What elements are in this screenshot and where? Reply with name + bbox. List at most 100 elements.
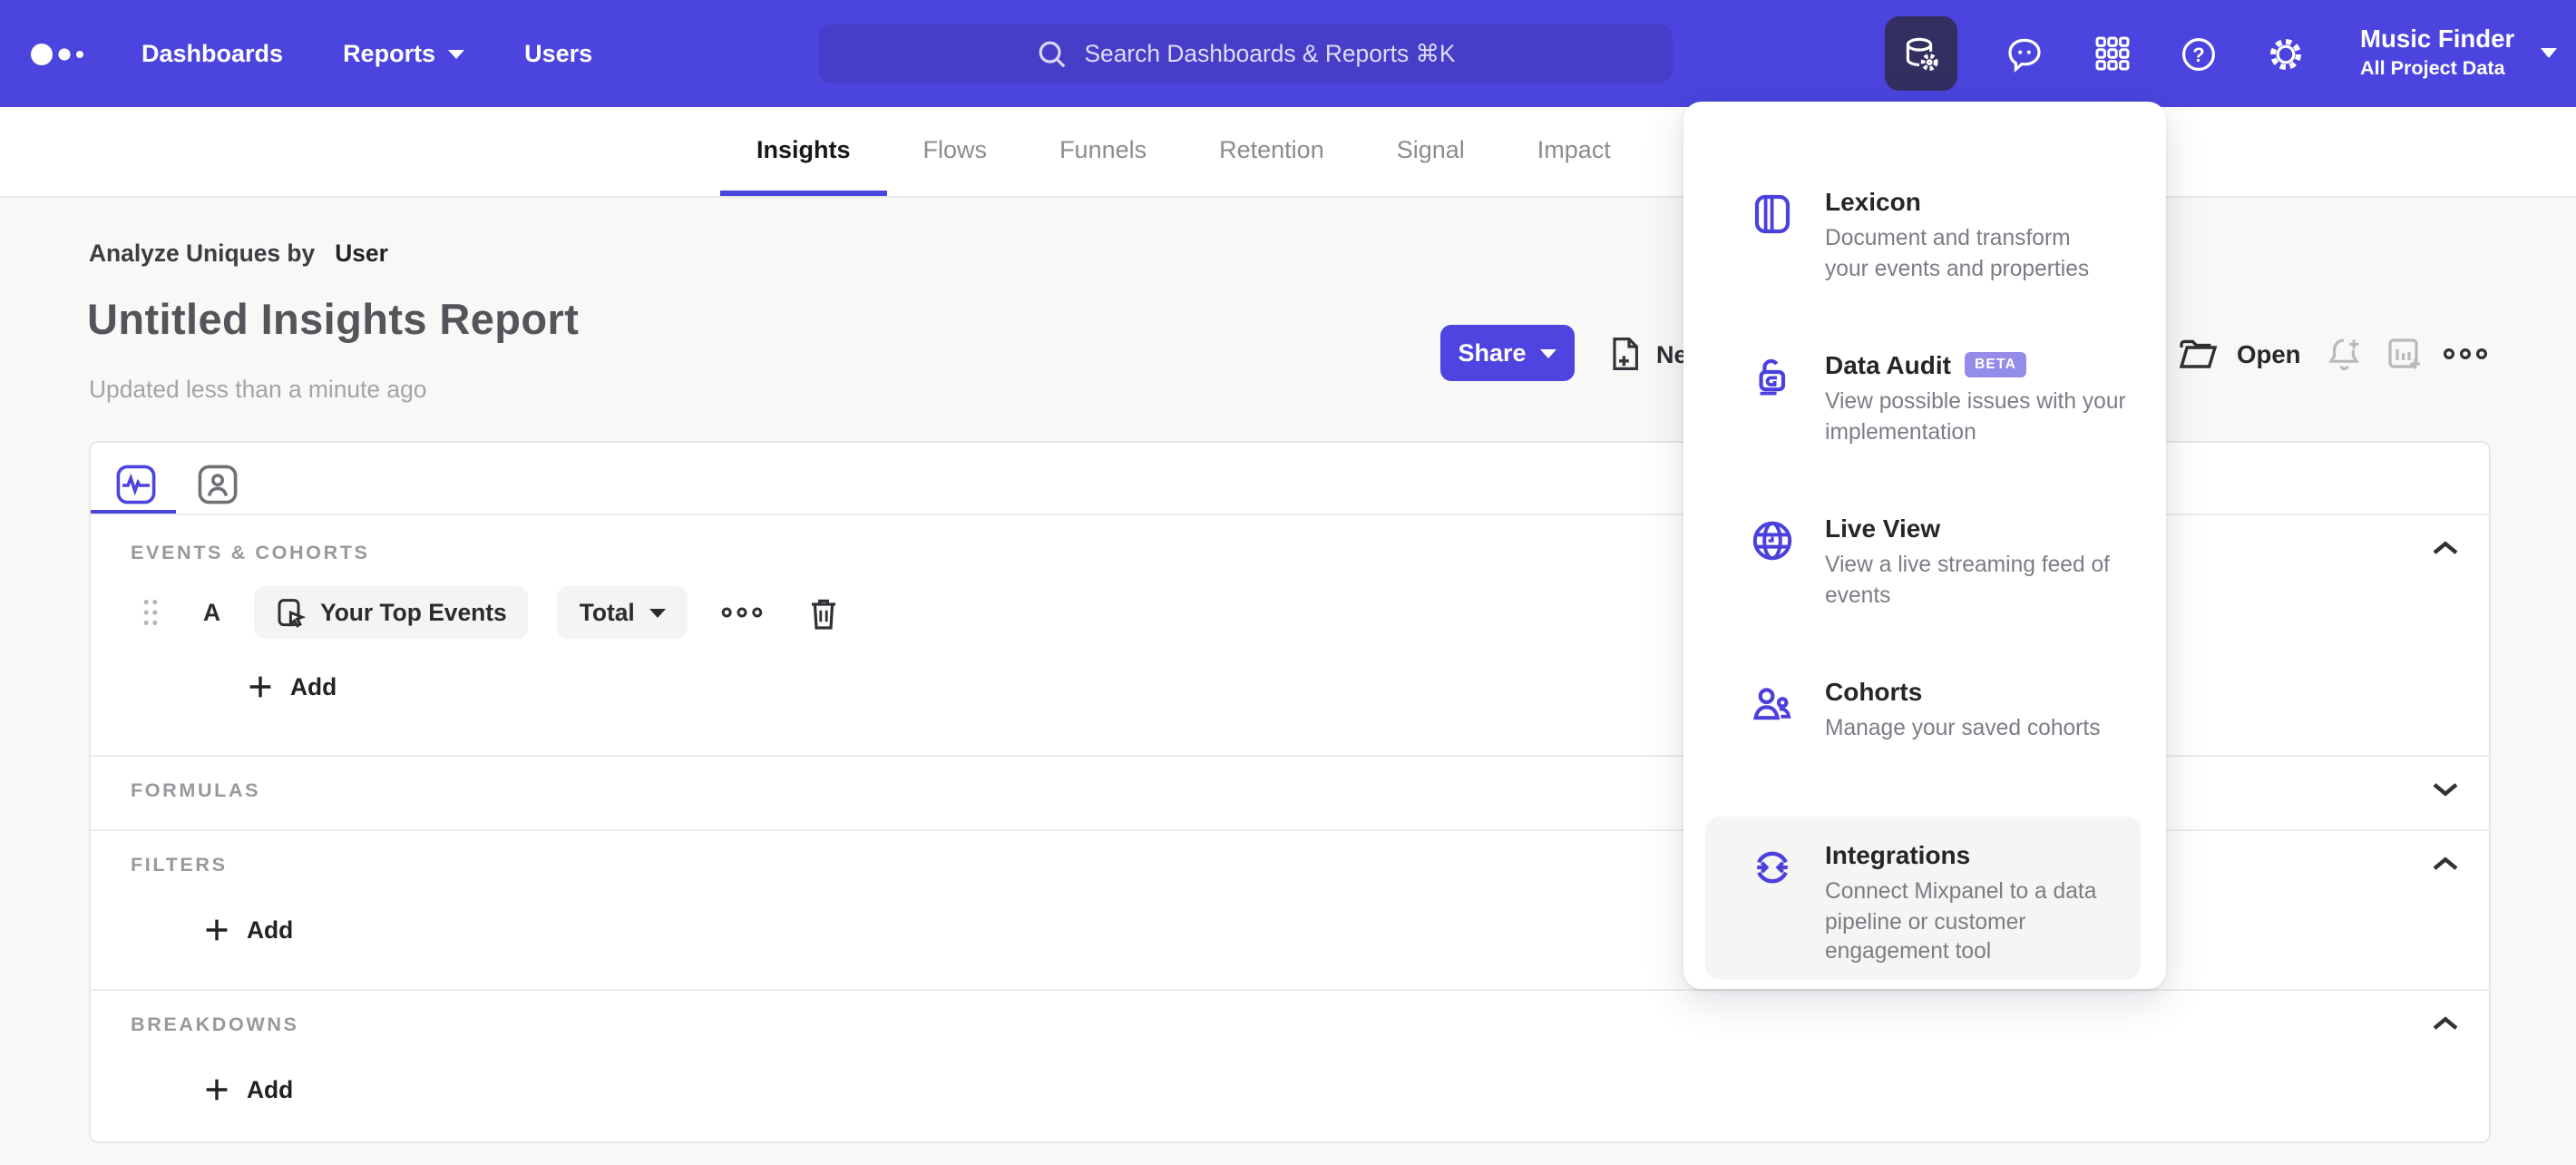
divider	[91, 989, 2489, 991]
pulse-chart-icon	[116, 465, 156, 504]
menu-item-live-view[interactable]: Live View View a live streaming feed of …	[1705, 490, 2141, 653]
share-button[interactable]: Share	[1440, 325, 1575, 381]
chevron-down-icon	[2433, 783, 2458, 797]
add-filter-button[interactable]: Add	[205, 916, 293, 944]
menu-item-desc: Manage your saved cohorts	[1825, 715, 2101, 740]
event-selector-chip[interactable]: Your Top Events	[253, 586, 529, 639]
menu-item-integrations[interactable]: Integrations Connect Mixpanel to a data …	[1705, 817, 2141, 980]
drag-handle[interactable]	[141, 597, 160, 628]
nav-users-label: Users	[524, 40, 593, 67]
help-icon: ?	[2182, 37, 2215, 70]
apps-grid-icon	[2094, 36, 2129, 71]
expand-formulas-button[interactable]	[2431, 780, 2460, 798]
more-options-button[interactable]	[2442, 345, 2489, 363]
tab-funnels[interactable]: Funnels	[1059, 136, 1147, 163]
open-report-button[interactable]: Open	[2177, 336, 2301, 372]
project-caret-button[interactable]	[2540, 47, 2558, 60]
delete-row-button[interactable]	[807, 594, 840, 631]
formulas-header: FORMULAS	[131, 780, 261, 802]
live-view-globe-icon	[1752, 521, 1792, 561]
beta-badge: BETA	[1965, 352, 2026, 377]
add-label: Add	[247, 1076, 294, 1103]
updated-timestamp: Updated less than a minute ago	[89, 376, 427, 403]
settings-button[interactable]	[2266, 34, 2306, 73]
nav-users[interactable]: Users	[524, 40, 592, 67]
cohorts-people-icon	[1753, 688, 1791, 720]
trash-icon	[811, 598, 835, 629]
search-input[interactable]: Search Dashboards & Reports ⌘K	[818, 24, 1673, 83]
menu-item-desc: View a live streaming feed of events	[1825, 552, 2110, 607]
nav-reports-label: Reports	[343, 40, 436, 67]
caret-down-icon	[448, 49, 465, 58]
report-title[interactable]: Untitled Insights Report	[87, 296, 580, 343]
chevron-up-icon	[2433, 1016, 2458, 1030]
metric-selector-chip[interactable]: Total	[557, 586, 688, 639]
folder-open-icon	[2179, 339, 2218, 368]
project-scope: All Project Data	[2360, 57, 2505, 80]
ellipsis-icon	[721, 607, 763, 618]
add-label: Add	[290, 673, 337, 700]
menu-item-title: Live View	[1825, 514, 1941, 543]
nav-dashboards[interactable]: Dashboards	[141, 40, 283, 67]
search-icon	[1039, 40, 1065, 67]
apps-grid-button[interactable]	[2092, 34, 2132, 73]
menu-item-title: Lexicon	[1825, 187, 1921, 216]
collapse-filters-button[interactable]	[2431, 855, 2460, 873]
data-audit-lock-icon	[1759, 358, 1786, 396]
menu-item-data-audit[interactable]: Data Audit BETA View possible issues with…	[1705, 327, 2141, 490]
collapse-events-button[interactable]	[2431, 539, 2460, 557]
menu-item-cohorts[interactable]: Cohorts Manage your saved cohorts	[1705, 653, 2141, 817]
menu-item-desc: View possible issues with your implement…	[1825, 388, 2126, 444]
document-plus-icon	[1613, 338, 1638, 370]
project-switcher[interactable]: Music Finder All Project Data	[2360, 25, 2515, 80]
chart-plus-icon	[2388, 338, 2420, 369]
mixpanel-logo-icon[interactable]	[29, 40, 112, 78]
database-gear-icon	[1906, 36, 1938, 71]
share-label: Share	[1458, 339, 1527, 367]
bell-plus-icon	[2328, 338, 2359, 371]
create-alert-button[interactable]	[2324, 334, 2366, 376]
nav-reports[interactable]: Reports	[343, 40, 465, 67]
add-event-button[interactable]: Add	[249, 673, 337, 700]
add-to-board-button[interactable]	[2384, 334, 2425, 376]
add-breakdown-button[interactable]: Add	[205, 1076, 293, 1103]
new-report-button[interactable]	[1607, 334, 1644, 374]
analyze-context: Analyze Uniques by User	[89, 240, 388, 267]
collapse-breakdowns-button[interactable]	[2431, 1014, 2460, 1033]
tab-impact[interactable]: Impact	[1537, 136, 1611, 163]
row-letter: A	[203, 599, 221, 626]
tab-signal[interactable]: Signal	[1396, 136, 1465, 163]
profiles-view-tab[interactable]	[196, 463, 239, 506]
data-management-button[interactable]	[1885, 16, 1957, 91]
menu-item-title: Data Audit	[1825, 350, 1951, 379]
plus-icon	[206, 919, 228, 941]
navbar-right: ? Music Finder All Project Data	[1885, 0, 2558, 107]
lexicon-book-icon	[1754, 194, 1791, 234]
svg-text:?: ?	[2192, 43, 2204, 65]
menu-item-title: Cohorts	[1825, 677, 1923, 706]
new-report-label[interactable]: Ne	[1656, 341, 1685, 368]
project-name: Music Finder	[2360, 25, 2515, 54]
tab-retention[interactable]: Retention	[1219, 136, 1324, 163]
feedback-button[interactable]	[2005, 34, 2044, 73]
plus-icon	[249, 676, 271, 698]
tab-flows[interactable]: Flows	[922, 136, 988, 163]
data-tools-dropdown: Lexicon Document and transform your even…	[1683, 102, 2166, 989]
menu-item-lexicon[interactable]: Lexicon Document and transform your even…	[1705, 163, 2141, 327]
integrations-sync-icon	[1757, 851, 1788, 884]
metric-name: Total	[579, 599, 635, 626]
menu-item-title: Integrations	[1825, 840, 1971, 869]
divider	[91, 755, 2489, 757]
help-button[interactable]: ?	[2179, 34, 2219, 73]
row-more-button[interactable]	[720, 604, 764, 621]
filters-header: FILTERS	[131, 855, 228, 876]
nav-dashboards-label: Dashboards	[141, 40, 284, 67]
drag-dots-icon	[143, 600, 158, 625]
metrics-view-tab[interactable]	[114, 463, 158, 506]
person-card-icon	[198, 465, 238, 504]
event-name: Your Top Events	[320, 599, 507, 626]
caret-down-icon	[2541, 48, 2558, 58]
analyze-value[interactable]: User	[335, 240, 388, 267]
tab-insights[interactable]: Insights	[720, 107, 887, 196]
